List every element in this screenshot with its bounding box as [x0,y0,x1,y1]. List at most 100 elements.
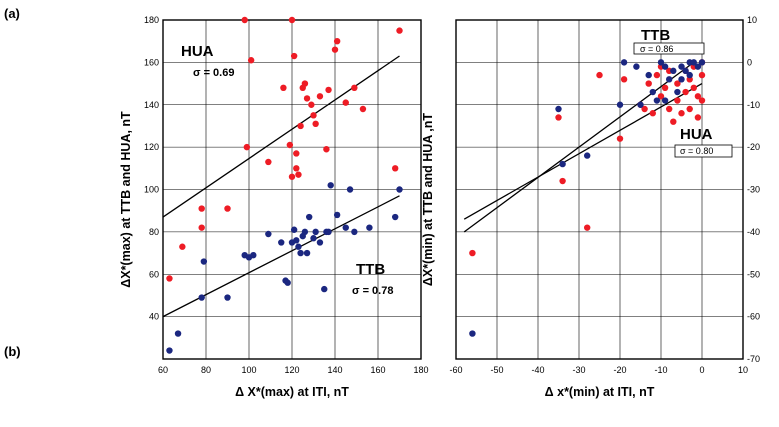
data-point-ttb [657,59,665,66]
data-point-hua [641,105,648,113]
x-tick-label: 160 [370,365,385,375]
data-point-hua [670,118,677,125]
data-point-hua [179,243,186,250]
x-tick-label: 80 [201,365,211,375]
data-point-hua [396,27,403,34]
data-point-ttb [661,63,669,70]
x-tick-label: 100 [241,365,256,375]
data-point-ttb [670,67,677,75]
data-point-hua [674,80,681,87]
data-point-hua [620,76,628,83]
y-tick-label: -10 [747,100,760,110]
data-point-ttb [678,63,685,70]
panel-label-b: (b) [4,344,21,359]
x-tick-label: 10 [738,365,748,375]
data-point-ttb [342,224,349,231]
plot-frame [455,19,744,360]
data-point-ttb [620,59,628,66]
data-point-hua [323,146,330,153]
annotation-name-hua: HUA [680,126,713,143]
data-point-ttb [325,228,332,236]
data-point-ttb [392,213,399,221]
data-point-hua [243,143,251,151]
data-point-ttb [301,228,309,236]
data-point-hua [686,105,693,113]
data-point-hua [198,224,205,231]
data-point-hua [290,52,298,60]
data-point-hua [288,173,296,180]
data-point-hua [310,112,317,119]
y-axis-label: ΔX*(max) at TTB and HUA, nT [119,111,133,288]
data-point-hua [678,110,685,117]
data-point-ttb [694,63,702,70]
data-point-ttb [555,105,562,113]
annotation-name-hua: HUA [181,43,214,60]
x-tick-label: 180 [413,365,428,375]
data-point-ttb [293,237,300,244]
data-point-ttb [312,228,319,236]
data-point-ttb [278,239,285,246]
data-point-hua [661,84,669,92]
data-point-ttb [224,294,231,301]
y-tick-label: 10 [747,15,757,25]
data-point-ttb [174,330,182,337]
data-point-hua [198,205,205,212]
x-axis-label: Δ x*(min) at ITI, nT [545,385,655,399]
data-point-ttb [303,249,311,257]
x-tick-label: 60 [158,365,168,375]
data-point-hua [342,99,349,106]
y-tick-label: 140 [144,100,159,110]
x-tick-label: -20 [613,365,626,375]
data-point-hua [280,84,287,92]
annotation-sigma-hua: σ = 0.80 [680,146,713,156]
data-point-hua [682,88,689,96]
data-point-ttb [616,101,624,108]
y-tick-label: 60 [149,269,159,279]
data-point-hua [555,114,562,121]
x-tick-label: 0 [699,365,704,375]
data-point-hua [325,86,332,94]
x-tick-label: -10 [654,365,667,375]
y-tick-label: 160 [144,57,159,67]
annotation-sigma-ttb: σ = 0.78 [352,285,393,297]
x-axis-label: Δ X*(max) at ITI, nT [235,385,349,399]
data-point-ttb [200,258,208,265]
y-tick-label: -60 [747,312,760,322]
data-point-hua [288,16,296,24]
data-point-ttb [290,226,298,233]
data-point-hua [333,37,341,45]
data-point-hua [265,158,272,166]
data-point-hua [469,249,476,257]
data-point-ttb [351,228,358,236]
y-tick-label: -50 [747,269,760,279]
data-point-ttb [346,186,354,193]
annotation-sigma-ttb: σ = 0.86 [640,44,673,54]
y-tick-label: 40 [149,312,159,322]
data-point-hua [351,84,358,92]
data-point-ttb [674,88,681,96]
data-point-ttb [682,67,689,75]
data-point-ttb [310,235,317,242]
data-point-ttb [698,59,706,66]
data-point-ttb [333,211,341,219]
data-point-hua [295,171,302,178]
x-tick-label: 120 [284,365,299,375]
data-point-ttb [584,152,591,159]
data-point-ttb [666,76,673,83]
data-point-hua [616,135,624,142]
data-point-hua [653,71,661,79]
y-tick-label: 180 [144,15,159,25]
annotation-sigma-box-hua [674,144,733,158]
data-point-ttb [396,186,403,193]
data-point-hua [312,120,319,128]
annotation-name-ttb: TTB [641,27,670,44]
data-point-hua [674,97,681,104]
annotation-sigma-hua: σ = 0.69 [193,67,234,79]
data-point-ttb [649,88,656,96]
y-tick-label: 0 [747,57,752,67]
data-point-hua [241,16,248,24]
data-point-hua [657,93,665,100]
y-tick-label: -30 [747,185,760,195]
data-point-ttb [198,294,205,301]
data-point-hua [247,57,255,64]
